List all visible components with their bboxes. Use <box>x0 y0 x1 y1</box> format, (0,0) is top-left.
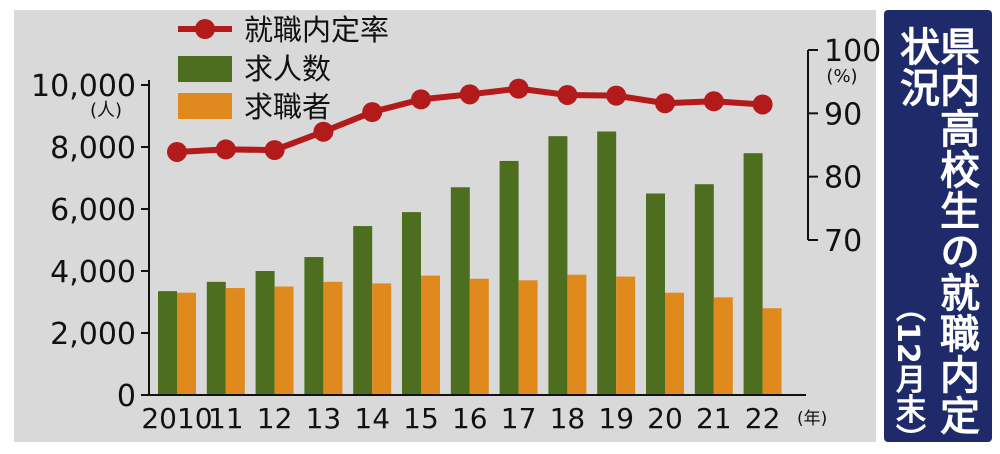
right-tick-label-100: 100 <box>824 34 880 69</box>
bar-seekers-20 <box>665 292 684 395</box>
legend-swatch-seekers <box>178 93 232 119</box>
left-tick-label-2000: 2,000 <box>50 317 136 352</box>
bar-jobs-19 <box>597 131 617 395</box>
bar-seekers-21 <box>713 297 733 395</box>
x-tick-label-16: 16 <box>452 402 488 435</box>
x-tick-label-12: 12 <box>257 402 293 435</box>
x-tick-label-22: 22 <box>745 402 781 435</box>
rate-point-18 <box>557 84 578 105</box>
bar-jobs-13 <box>304 257 324 395</box>
bar-seekers-16 <box>469 278 489 395</box>
right-tick-label-80: 80 <box>824 161 862 196</box>
legend-marker-rate <box>195 19 215 39</box>
rate-point-13 <box>313 121 334 142</box>
bar-seekers-11 <box>225 288 245 395</box>
bar-seekers-22 <box>762 308 782 395</box>
bar-seekers-18 <box>567 274 587 395</box>
rate-point-17 <box>508 78 529 99</box>
rate-point-2010 <box>167 141 187 162</box>
left-tick-label-0: 0 <box>117 379 136 414</box>
legend-label-rate: 就職内定率 <box>244 13 389 47</box>
title-panel: 県内高校生の就職内定状況 （12月末） <box>884 10 992 454</box>
rate-point-15 <box>411 89 431 110</box>
left-tick-label-6000: 6,000 <box>50 193 136 228</box>
bar-jobs-22 <box>743 153 763 395</box>
bar-seekers-14 <box>372 283 392 395</box>
right-axis-unit: (%) <box>826 66 857 87</box>
bar-jobs-12 <box>255 271 275 395</box>
legend-label-seekers: 求職者 <box>244 90 331 124</box>
chart-canvas: 0 2,000 4,000 6,000 8,000 10,000(人) 70 80 90 100… <box>14 10 880 442</box>
bars-layer <box>158 131 782 395</box>
x-tick-label-2010: 2010 <box>141 402 212 435</box>
bar-jobs-17 <box>499 160 519 395</box>
bar-jobs-2010 <box>158 291 177 395</box>
rate-line-layer <box>167 78 773 162</box>
rate-point-19 <box>606 85 627 106</box>
x-tick-label-17: 17 <box>501 402 537 435</box>
left-tick-label-4000: 4,000 <box>50 255 136 290</box>
x-tick-label-21: 21 <box>696 402 732 435</box>
right-axis: 70 80 90 100(%) <box>807 34 880 259</box>
bar-seekers-13 <box>323 281 343 395</box>
left-tick-label-10000: 10,000 <box>31 69 136 104</box>
bar-jobs-21 <box>694 184 714 395</box>
right-tick-label-90: 90 <box>824 97 862 132</box>
x-tick-label-11: 11 <box>208 402 244 435</box>
bar-seekers-19 <box>616 276 636 395</box>
chart-title: 県内高校生の就職内定状況 <box>893 26 979 436</box>
bar-seekers-15 <box>421 275 440 395</box>
rate-point-11 <box>215 139 236 160</box>
bar-seekers-2010 <box>177 292 196 395</box>
legend-swatch-jobs <box>178 56 232 82</box>
right-tick-label-70: 70 <box>824 224 862 259</box>
left-tick-label-8000: 8,000 <box>50 131 136 166</box>
legend-label-jobs: 求人数 <box>244 52 331 86</box>
left-axis: 0 2,000 4,000 6,000 8,000 10,000(人) <box>31 69 150 414</box>
rate-point-14 <box>362 102 383 123</box>
x-tick-label-13: 13 <box>306 402 342 435</box>
bar-jobs-11 <box>206 281 226 395</box>
rate-point-16 <box>459 84 480 105</box>
x-tick-label-19: 19 <box>598 402 634 435</box>
x-tick-label-18: 18 <box>550 402 586 435</box>
rate-point-12 <box>264 140 285 161</box>
bar-jobs-20 <box>646 193 665 395</box>
chart-subtitle: （12月末） <box>890 292 925 454</box>
bar-seekers-12 <box>274 286 294 395</box>
rate-point-21 <box>703 91 724 112</box>
x-tick-label-14: 14 <box>354 402 390 435</box>
x-axis-unit: (年) <box>797 409 827 429</box>
x-tick-label-20: 20 <box>647 402 683 435</box>
rate-point-20 <box>655 93 675 114</box>
bar-seekers-17 <box>518 280 538 395</box>
bar-jobs-16 <box>450 187 470 395</box>
left-axis-unit: (人) <box>90 100 122 121</box>
x-tick-label-15: 15 <box>403 402 439 435</box>
bar-jobs-14 <box>353 226 373 395</box>
bar-jobs-18 <box>548 136 568 395</box>
rate-point-22 <box>752 94 773 115</box>
bar-jobs-15 <box>402 212 421 395</box>
